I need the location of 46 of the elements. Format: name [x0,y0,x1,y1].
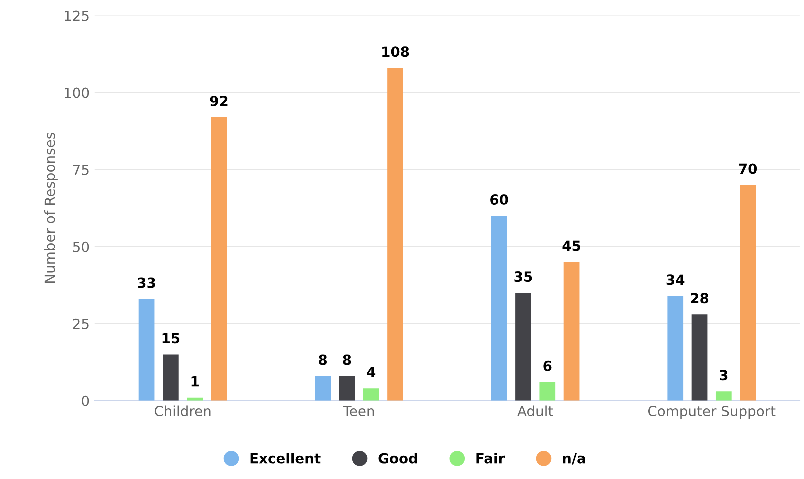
bar [668,296,684,401]
data-label: 8 [319,354,328,366]
bar [388,68,404,401]
y-tick-label: 50 [73,242,90,252]
legend-label: Fair [476,453,506,464]
data-label: 60 [490,194,508,206]
y-tick-label: 75 [73,165,89,176]
bar [163,354,179,401]
data-label: 108 [382,46,410,58]
bar [138,299,155,401]
bar [211,117,228,401]
y-axis-title: Number of Responses [44,133,58,283]
x-tick-label: Children [154,406,211,417]
bar [564,262,580,401]
data-label: 4 [367,367,376,378]
y-tick-label: 125 [65,10,89,22]
data-label: 45 [562,240,580,252]
bar [315,376,331,401]
data-label: 34 [666,274,685,286]
y-tick-label: 25 [73,318,89,330]
bar [540,382,556,401]
bar [692,314,708,401]
data-label: 70 [739,164,758,174]
data-label: 8 [343,354,352,366]
data-label: 92 [210,96,228,106]
bar [516,293,532,401]
x-tick-label: Computer Support [648,406,776,420]
data-label: 28 [691,293,709,304]
x-tick-label: Teen [343,406,374,417]
legend-label: Excellent [250,453,321,464]
data-label: 1 [192,376,199,387]
legend-label: Good [378,453,418,464]
bar [740,185,756,401]
data-label: 33 [138,278,156,288]
data-label: 35 [514,272,532,282]
bar [363,388,380,401]
legend-label: n/a [563,453,586,465]
bar [339,376,356,401]
y-tick-label: 100 [65,88,90,98]
data-label: 3 [720,370,728,381]
bar [491,216,508,401]
bar [716,392,732,401]
y-tick-label: 0 [82,396,90,406]
data-label: 15 [162,333,180,344]
data-label: 6 [544,360,552,372]
x-tick-label: Adult [518,406,554,417]
